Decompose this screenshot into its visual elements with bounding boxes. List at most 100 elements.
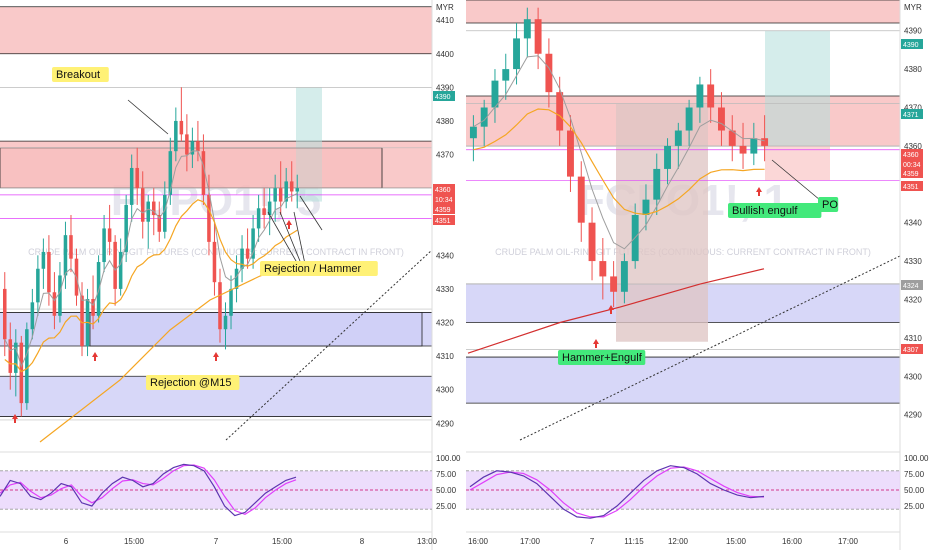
- candle-body[interactable]: [240, 248, 244, 269]
- candle-body[interactable]: [179, 120, 184, 135]
- candle-body[interactable]: [278, 188, 283, 202]
- candle-body[interactable]: [107, 228, 112, 242]
- candle-body[interactable]: [201, 151, 206, 195]
- candle-body[interactable]: [113, 241, 117, 289]
- target-box[interactable]: [296, 87, 322, 202]
- candle-body[interactable]: [469, 126, 477, 139]
- candle-body[interactable]: [739, 145, 747, 154]
- candle-body[interactable]: [58, 275, 62, 316]
- candle-body[interactable]: [273, 188, 277, 202]
- resistance-zone[interactable]: [0, 141, 432, 189]
- candle-body[interactable]: [674, 130, 682, 146]
- candle-body[interactable]: [146, 201, 151, 222]
- candle-body[interactable]: [480, 107, 488, 127]
- candle-body[interactable]: [41, 251, 46, 269]
- candle-body[interactable]: [653, 168, 661, 200]
- left-chart-panel[interactable]: FCPO1!, 5CRUDE PALM OIL-RINGGIT FUTURES …: [0, 0, 461, 550]
- target-box[interactable]: [765, 30, 830, 146]
- candle-body[interactable]: [8, 339, 13, 373]
- candle-body[interactable]: [30, 302, 35, 330]
- price-tick-label: 4310: [904, 334, 922, 343]
- candle-body[interactable]: [52, 292, 57, 316]
- candle-body[interactable]: [245, 248, 250, 259]
- candle-body[interactable]: [289, 181, 294, 192]
- candle-body[interactable]: [664, 145, 671, 169]
- candle-body[interactable]: [185, 134, 189, 155]
- candle-body[interactable]: [577, 176, 585, 223]
- time-tick-label: 17:00: [838, 537, 859, 546]
- stochastic-tick-label: 75.00: [436, 470, 457, 479]
- candle-body[interactable]: [102, 228, 106, 263]
- candle-body[interactable]: [256, 208, 261, 229]
- candle-body[interactable]: [207, 194, 211, 242]
- candle-body[interactable]: [157, 215, 162, 232]
- candle-body[interactable]: [91, 298, 95, 316]
- dotted-trendline[interactable]: [225, 249, 433, 441]
- candle-body[interactable]: [129, 167, 134, 205]
- candle-body[interactable]: [567, 130, 574, 177]
- candle-body[interactable]: [620, 261, 628, 292]
- candle-body[interactable]: [251, 228, 255, 259]
- candle-body[interactable]: [229, 288, 233, 316]
- candle-body[interactable]: [135, 167, 139, 189]
- candle-body[interactable]: [599, 261, 607, 277]
- candle-body[interactable]: [610, 276, 618, 292]
- candle-body[interactable]: [168, 151, 173, 195]
- candle-body[interactable]: [174, 120, 178, 152]
- candle-body[interactable]: [234, 268, 239, 289]
- support-zone[interactable]: [466, 357, 900, 404]
- stochastic-k-line: [469, 465, 765, 519]
- candle-body[interactable]: [707, 84, 715, 108]
- candle-body[interactable]: [728, 130, 736, 146]
- candle-body[interactable]: [47, 251, 51, 293]
- candle-body[interactable]: [750, 138, 758, 154]
- candle-body[interactable]: [513, 38, 520, 70]
- candle-body[interactable]: [491, 80, 499, 108]
- candle-body[interactable]: [69, 235, 73, 259]
- candle-body[interactable]: [295, 188, 300, 192]
- candle-body[interactable]: [545, 53, 553, 93]
- candle-body[interactable]: [685, 107, 693, 131]
- stochastic-d-line: [0, 464, 297, 515]
- candle-body[interactable]: [761, 138, 769, 146]
- candle-body[interactable]: [696, 84, 704, 108]
- candle-body[interactable]: [556, 92, 564, 131]
- candle-body[interactable]: [534, 19, 542, 54]
- candle-body[interactable]: [196, 141, 200, 152]
- candle-body[interactable]: [223, 315, 228, 330]
- candle-body[interactable]: [262, 208, 266, 215]
- candle-body[interactable]: [36, 268, 40, 303]
- candle-body[interactable]: [718, 107, 725, 131]
- candle-body[interactable]: [118, 251, 123, 289]
- position-frame[interactable]: [616, 103, 708, 342]
- candle-body[interactable]: [267, 201, 272, 215]
- candle-body[interactable]: [19, 342, 24, 404]
- up-arrow-icon: [593, 339, 599, 348]
- candle-body[interactable]: [80, 295, 84, 347]
- candle-body[interactable]: [140, 188, 145, 222]
- support-box[interactable]: [89, 312, 423, 347]
- time-tick-label: 17:00: [520, 537, 541, 546]
- candle-body[interactable]: [588, 222, 596, 262]
- candle-body[interactable]: [2, 288, 7, 340]
- candle-body[interactable]: [523, 19, 531, 39]
- candle-body[interactable]: [212, 241, 217, 283]
- candle-body[interactable]: [218, 282, 222, 330]
- candle-body[interactable]: [96, 262, 101, 316]
- candle-body[interactable]: [14, 342, 18, 373]
- candle-body[interactable]: [151, 201, 156, 215]
- resistance-zone[interactable]: [0, 6, 432, 54]
- resistance-zone[interactable]: [466, 0, 900, 24]
- candle-body[interactable]: [63, 235, 68, 276]
- candle-body[interactable]: [190, 141, 195, 155]
- candle-body[interactable]: [642, 199, 650, 215]
- candle-body[interactable]: [124, 204, 128, 252]
- stop-box[interactable]: [765, 145, 830, 181]
- candle-body[interactable]: [502, 69, 510, 81]
- candle-body[interactable]: [25, 329, 29, 404]
- candle-body[interactable]: [284, 181, 288, 202]
- price-tag-label: 4324: [903, 283, 919, 290]
- candle-body[interactable]: [163, 194, 167, 232]
